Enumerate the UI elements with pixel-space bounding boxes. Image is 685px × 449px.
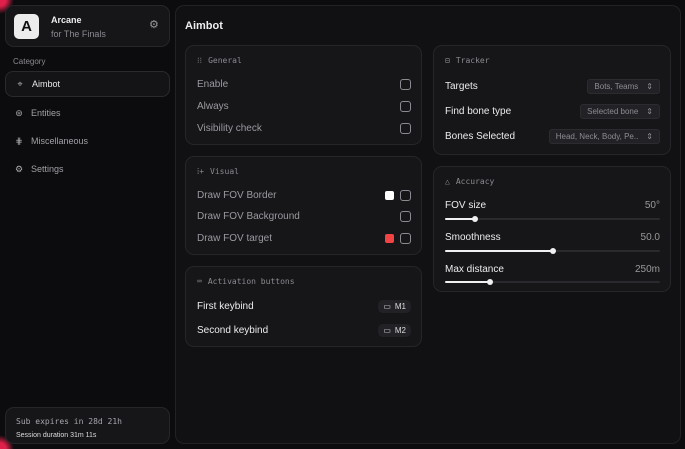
first-keybind-button[interactable]: ▭ M1 — [378, 299, 411, 313]
page-title: Aimbot — [185, 20, 223, 32]
sidebar-item-aimbot[interactable]: ⌖ Aimbot — [5, 71, 170, 97]
row-label: Smoothness — [445, 231, 501, 243]
key-label: M1 — [394, 301, 406, 311]
fov-target-row: Draw FOV target — [197, 230, 411, 246]
triangle-icon: △ — [445, 177, 450, 186]
card-title: General — [208, 56, 242, 65]
select-value: Bots, Teams — [594, 81, 639, 91]
app-name: Arcane — [51, 15, 82, 25]
sidebar-item-label: Settings — [31, 164, 64, 174]
grid-icon: ⁝⁝ — [197, 56, 203, 65]
keyboard-icon: ▭ — [383, 301, 391, 311]
first-keybind-row: First keybind ▭ M1 — [197, 298, 411, 314]
row-label: Draw FOV Background — [197, 210, 300, 222]
fov-background-row: Draw FOV Background — [197, 208, 411, 224]
row-label: Visibility check — [197, 122, 262, 134]
row-label: Enable — [197, 78, 229, 90]
row-label: Find bone type — [445, 105, 512, 117]
smoothness-row: Smoothness 50.0 — [445, 229, 660, 245]
sidebar-item-label: Entities — [31, 108, 61, 118]
session-duration: Session duration 31m 11s — [16, 432, 97, 439]
app-logo: A — [14, 14, 39, 39]
chevron-updown-icon: ⇕ — [646, 106, 653, 116]
bones-selected-select[interactable]: Head, Neck, Body, Pe.. ⇕ — [548, 128, 660, 144]
slider-value: 50.0 — [640, 231, 660, 243]
max-distance-slider[interactable] — [445, 279, 660, 285]
card-title: Activation buttons — [207, 277, 295, 286]
tracker-icon: ⊟ — [445, 56, 450, 65]
row-label: Draw FOV target — [197, 232, 273, 244]
max-distance-row: Max distance 250m — [445, 261, 660, 277]
visual-icon: ⁞+ — [197, 167, 205, 176]
subscription-card: Sub expires in 28d 21h Session duration … — [5, 407, 170, 444]
slider-handle[interactable] — [487, 279, 494, 285]
fov-background-checkbox[interactable] — [400, 210, 411, 222]
always-checkbox[interactable] — [400, 100, 411, 112]
fov-border-checkbox[interactable] — [400, 189, 411, 201]
visibility-check-checkbox[interactable] — [400, 122, 411, 134]
row-label: Draw FOV Border — [197, 189, 277, 201]
bone-type-select[interactable]: Selected bone ⇕ — [580, 103, 660, 119]
card-title: Visual — [210, 167, 239, 176]
bones-selected-row: Bones Selected Head, Neck, Body, Pe.. ⇕ — [445, 128, 660, 144]
second-keybind-button[interactable]: ▭ M2 — [378, 323, 411, 337]
slider-value: 250m — [634, 263, 660, 275]
visibility-check-row: Visibility check — [197, 120, 411, 136]
gear-icon: ⚙ — [14, 163, 24, 174]
row-label: Max distance — [445, 263, 504, 275]
row-label: Bones Selected — [445, 130, 516, 142]
sidebar-item-settings[interactable]: ⚙ Settings — [5, 156, 170, 182]
enable-row: Enable — [197, 76, 411, 92]
row-label: Second keybind — [197, 324, 269, 336]
targets-select[interactable]: Bots, Teams ⇕ — [587, 78, 660, 94]
settings-gear-icon[interactable]: ⚙ — [149, 19, 159, 31]
category-label: Category — [13, 57, 46, 66]
slider-handle[interactable] — [472, 216, 479, 222]
row-label: Targets — [445, 80, 478, 92]
crosshair-icon: ⌖ — [17, 78, 23, 89]
row-label: First keybind — [197, 300, 254, 312]
fov-target-checkbox[interactable] — [400, 232, 411, 244]
color-swatch[interactable] — [385, 190, 394, 200]
fov-size-slider[interactable] — [445, 216, 660, 222]
fov-border-row: Draw FOV Border — [197, 187, 411, 203]
chevron-updown-icon: ⇕ — [646, 131, 653, 141]
bone-type-row: Find bone type Selected bone ⇕ — [445, 103, 660, 119]
slider-handle[interactable] — [549, 248, 556, 254]
general-card: ⁝⁝ General Enable Always Visibility check — [185, 45, 422, 145]
row-label: Always — [197, 100, 229, 112]
app-header: A Arcane for The Finals ⚙ — [5, 5, 170, 47]
activation-card: ⌨ Activation buttons First keybind ▭ M1 Sec… — [185, 266, 422, 347]
chevron-updown-icon: ⇕ — [646, 81, 653, 91]
enable-checkbox[interactable] — [400, 78, 411, 90]
second-keybind-row: Second keybind ▭ M2 — [197, 322, 411, 338]
card-title: Tracker — [455, 56, 490, 65]
select-value: Head, Neck, Body, Pe.. — [555, 131, 639, 141]
smoothness-slider[interactable] — [445, 248, 660, 254]
sidebar-item-entities[interactable]: ⊛ Entities — [5, 100, 170, 126]
targets-row: Targets Bots, Teams ⇕ — [445, 78, 660, 94]
keyboard-icon: ⌨ — [197, 277, 202, 286]
misc-icon: ⋕ — [15, 135, 23, 146]
accuracy-card: △ Accuracy FOV size 50° Smoothness 50.0 Max… — [433, 166, 671, 292]
always-row: Always — [197, 98, 411, 114]
slider-value: 50° — [644, 199, 660, 211]
tracker-card: ⊟ Tracker Targets Bots, Teams ⇕ Find bone t… — [433, 45, 671, 155]
select-value: Selected bone — [587, 106, 639, 116]
keyboard-icon: ▭ — [383, 325, 391, 335]
sidebar-item-miscellaneous[interactable]: ⋕ Miscellaneous — [5, 128, 170, 154]
app-subtitle: for The Finals — [51, 29, 106, 39]
sidebar-item-label: Miscellaneous — [31, 136, 89, 146]
fov-size-row: FOV size 50° — [445, 197, 660, 213]
card-title: Accuracy — [455, 177, 495, 186]
entities-icon: ⊛ — [15, 107, 23, 118]
visual-card: ⁞+ Visual Draw FOV Border Draw FOV Backgr… — [185, 156, 422, 255]
key-label: M2 — [394, 325, 406, 335]
sidebar-item-label: Aimbot — [32, 79, 61, 89]
sub-expires: Sub expires in 28d 21h — [16, 417, 122, 426]
row-label: FOV size — [445, 199, 487, 211]
color-swatch[interactable] — [385, 233, 394, 243]
